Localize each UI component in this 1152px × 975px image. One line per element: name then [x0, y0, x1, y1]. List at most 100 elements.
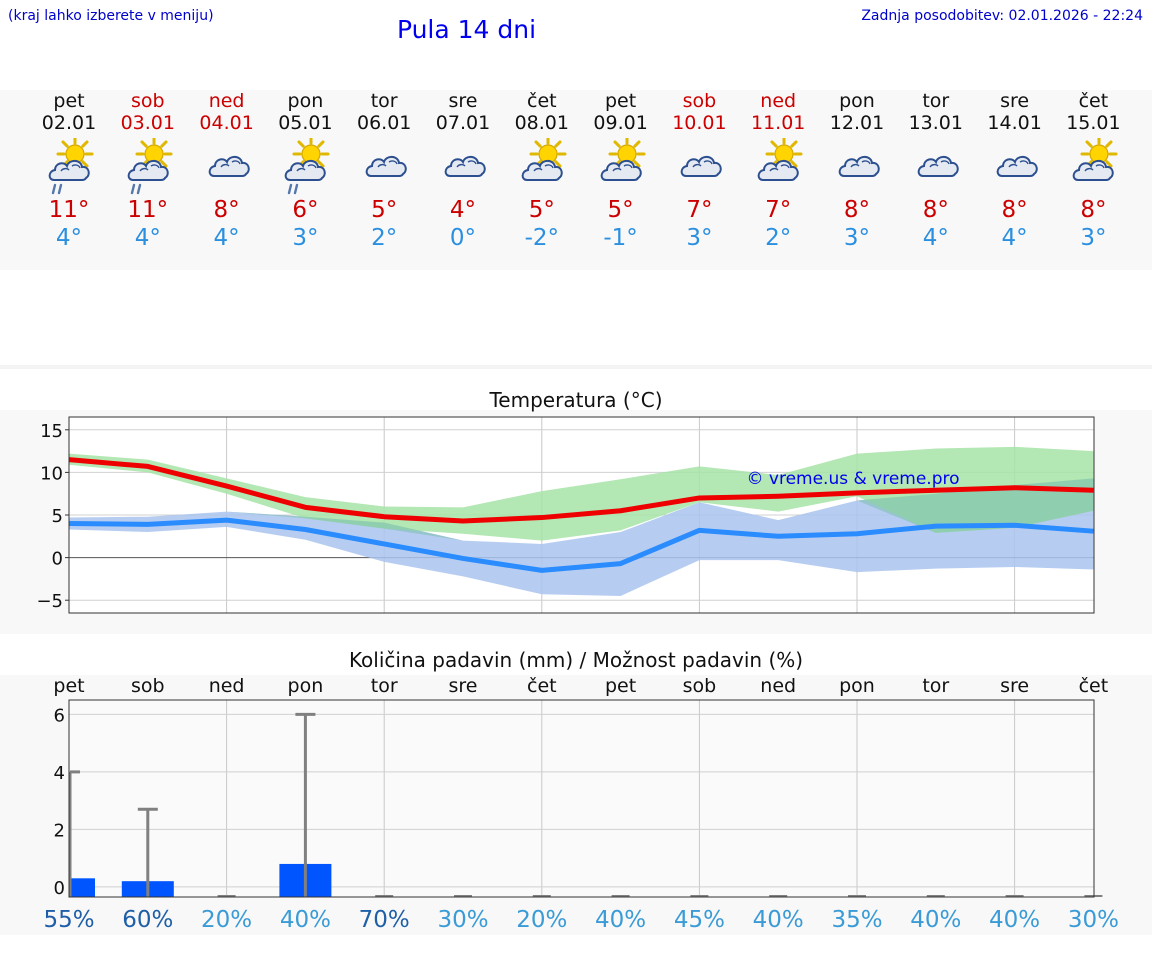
max-temperature: 11° [127, 197, 169, 223]
x-category-label: ned [209, 675, 245, 697]
day-name: tor [922, 90, 950, 112]
day-forecast-5: sre 07.01 4° 0° [423, 90, 503, 252]
min-temperature: 4° [213, 225, 240, 251]
min-temperature: 2° [765, 225, 792, 251]
day-date: 07.01 [435, 112, 491, 134]
x-category-label: pet [605, 675, 636, 697]
partly-cloudy-rain-icon [265, 134, 345, 200]
y-tick-label: −5 [36, 591, 63, 612]
max-temperature: 8° [1001, 197, 1028, 223]
x-category-label: ned [760, 675, 796, 697]
max-temperature: 8° [213, 197, 240, 223]
page-title: Pula 14 dni [396, 15, 537, 44]
y-tick-label: 15 [40, 421, 63, 442]
last-update-value: 02.01.2026 - 22:24 [1008, 8, 1143, 24]
cloudy-icon [187, 134, 267, 200]
max-temperature: 5° [371, 197, 398, 223]
min-temperature: 4° [1001, 225, 1028, 251]
day-date: 02.01 [41, 112, 97, 134]
day-name: ned [760, 90, 797, 112]
temperature-chart-title: Temperatura (°C) [489, 388, 663, 412]
day-date: 09.01 [593, 112, 648, 134]
precipitation-probability-label: 40% [753, 907, 804, 933]
day-name: pon [839, 90, 875, 112]
y-tick-label: 2 [54, 820, 65, 841]
max-temperature: 8° [1080, 197, 1107, 223]
max-temperature: 7° [765, 197, 792, 223]
max-temperature-range-band [69, 446, 1094, 541]
day-forecast-13: čet 15.01 8° 3° [1053, 90, 1133, 252]
precipitation-probability-label: 40% [280, 907, 331, 933]
min-temperature-range-band [69, 478, 1094, 596]
x-category-label: čet [1079, 675, 1109, 697]
x-category-label: pon [288, 675, 324, 697]
y-tick-label: 6 [54, 705, 65, 726]
day-name: tor [370, 90, 398, 112]
min-temperature: -2° [524, 225, 560, 251]
cloudy-icon [423, 134, 503, 200]
precipitation-probability-label: 35% [831, 907, 882, 933]
precipitation-probability-label: 45% [674, 907, 725, 933]
max-temperature: 7° [686, 197, 713, 223]
partly-cloudy-rain-icon [29, 134, 109, 200]
cloudy-icon [344, 134, 424, 200]
day-date: 04.01 [199, 112, 254, 134]
watermark: © vreme.us & vreme.pro [746, 469, 959, 489]
max-temperature: 11° [48, 197, 90, 223]
temperature-chart: 15 10 5 0 −5 © vreme.us & vreme.pro [36, 416, 1095, 614]
precipitation-probability-label: 30% [437, 907, 488, 933]
cloudy-icon [817, 134, 897, 200]
min-temperature: 3° [1080, 225, 1107, 251]
divider [0, 365, 1152, 369]
max-temperature: 6° [292, 197, 319, 223]
precipitation-probability-label: 40% [910, 907, 961, 933]
day-date: 06.01 [356, 112, 412, 134]
x-category-label: tor [371, 675, 398, 697]
partly-cloudy-rain-icon [108, 134, 188, 200]
day-forecast-9: ned 11.01 7° 2° [738, 90, 818, 252]
day-forecast-1: sob 03.01 11° 4° [108, 90, 188, 252]
min-temperature: -1° [603, 225, 638, 251]
day-name: sob [131, 90, 165, 112]
min-temperature: 4° [922, 225, 949, 251]
day-name: pon [287, 90, 324, 112]
max-temperature: 5° [607, 197, 634, 223]
day-name: čet [1078, 90, 1109, 112]
day-date: 15.01 [1066, 112, 1121, 134]
precipitation-bar [69, 878, 95, 897]
max-temperature: 4° [449, 197, 477, 223]
day-name: sob [682, 90, 717, 112]
day-name: sre [1000, 90, 1030, 112]
precipitation-probability-label: 60% [122, 907, 173, 933]
x-category-label: sre [449, 675, 478, 697]
max-temperature: 5° [528, 197, 555, 223]
y-tick-label: 0 [54, 878, 65, 899]
x-category-label: sre [1000, 675, 1029, 697]
day-name: ned [208, 90, 245, 112]
x-category-label: pon [839, 675, 875, 697]
x-category-label: čet [527, 675, 557, 697]
min-temperature-line [68, 517, 1094, 573]
max-temperature: 8° [843, 197, 871, 223]
day-date: 10.01 [672, 112, 727, 134]
partly-cloudy-icon [1053, 134, 1133, 200]
partly-cloudy-icon [502, 134, 582, 200]
day-forecast-10: pon 12.01 8° 3° [817, 90, 897, 252]
daily-forecast-strip: pet 02.01 11° 4° sob 03.01 11° 4° ned 04.01 8° 4° po… [0, 90, 1152, 270]
x-category-label: sob [131, 675, 165, 697]
precipitation-probability-label: 20% [516, 907, 567, 933]
y-tick-label: 5 [52, 506, 63, 527]
day-date: 14.01 [987, 112, 1042, 134]
cloudy-icon [896, 134, 976, 200]
partly-cloudy-icon [581, 134, 661, 200]
min-temperature: 0° [449, 225, 477, 251]
day-date: 05.01 [278, 112, 333, 134]
day-name: pet [53, 90, 85, 112]
cloudy-icon [659, 134, 739, 200]
y-tick-label: 4 [54, 763, 65, 784]
y-tick-label: 10 [40, 463, 63, 484]
max-temperature: 8° [922, 197, 949, 223]
day-forecast-2: ned 04.01 8° 4° [187, 90, 267, 252]
precipitation-probability-label: 40% [595, 907, 646, 933]
x-category-label: pet [53, 675, 84, 697]
